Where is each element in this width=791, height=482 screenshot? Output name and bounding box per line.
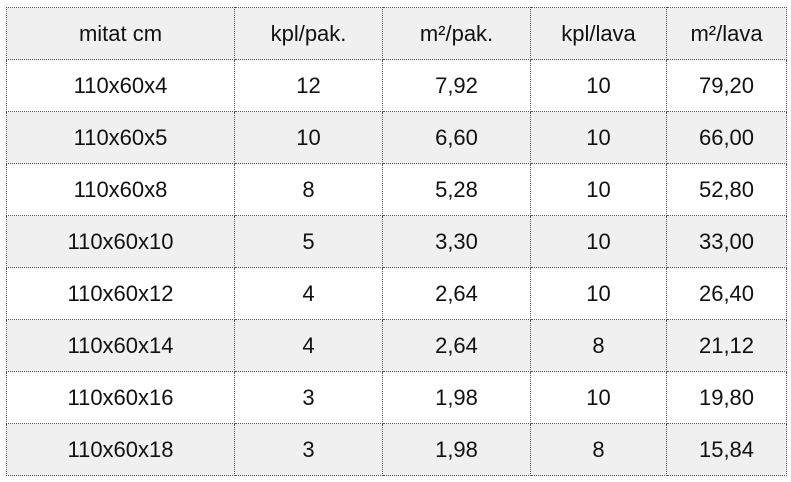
cell-dimensions: 110x60x8 [6, 163, 235, 216]
header-dimensions: mitat cm [6, 7, 235, 60]
cell-m2-per-package: 2,64 [382, 319, 531, 372]
cell-pieces-per-pallet: 10 [530, 371, 667, 424]
cell-pieces-per-package: 3 [234, 371, 383, 424]
cell-m2-per-package: 7,92 [382, 59, 531, 112]
cell-pieces-per-pallet: 10 [530, 111, 667, 164]
cell-pieces-per-pallet: 10 [530, 59, 667, 112]
cell-m2-per-package: 6,60 [382, 111, 531, 164]
cell-dimensions: 110x60x4 [6, 59, 235, 112]
product-table: mitat cm kpl/pak. m²/pak. kpl/lava m²/la… [6, 7, 787, 476]
header-m2-per-pallet: m²/lava [666, 7, 787, 60]
cell-m2-per-pallet: 79,20 [666, 59, 787, 112]
cell-pieces-per-pallet: 10 [530, 267, 667, 320]
cell-m2-per-package: 2,64 [382, 267, 531, 320]
table-row: 110x60x10 5 3,30 10 33,00 [6, 215, 787, 268]
table-row: 110x60x12 4 2,64 10 26,40 [6, 267, 787, 320]
cell-pieces-per-package: 5 [234, 215, 383, 268]
cell-pieces-per-package: 10 [234, 111, 383, 164]
cell-pieces-per-pallet: 8 [530, 423, 667, 476]
header-pieces-per-package: kpl/pak. [234, 7, 383, 60]
cell-m2-per-pallet: 21,12 [666, 319, 787, 372]
cell-m2-per-pallet: 52,80 [666, 163, 787, 216]
cell-m2-per-pallet: 26,40 [666, 267, 787, 320]
cell-m2-per-package: 1,98 [382, 423, 531, 476]
table-row: 110x60x4 12 7,92 10 79,20 [6, 59, 787, 112]
cell-pieces-per-pallet: 8 [530, 319, 667, 372]
cell-pieces-per-package: 4 [234, 319, 383, 372]
header-pieces-per-pallet: kpl/lava [530, 7, 667, 60]
cell-pieces-per-pallet: 10 [530, 215, 667, 268]
table-row: 110x60x8 8 5,28 10 52,80 [6, 163, 787, 216]
cell-pieces-per-pallet: 10 [530, 163, 667, 216]
table-header-row: mitat cm kpl/pak. m²/pak. kpl/lava m²/la… [6, 7, 787, 60]
cell-dimensions: 110x60x10 [6, 215, 235, 268]
cell-dimensions: 110x60x12 [6, 267, 235, 320]
cell-dimensions: 110x60x14 [6, 319, 235, 372]
table-row: 110x60x14 4 2,64 8 21,12 [6, 319, 787, 372]
product-table-container: mitat cm kpl/pak. m²/pak. kpl/lava m²/la… [6, 7, 787, 476]
cell-m2-per-pallet: 33,00 [666, 215, 787, 268]
cell-pieces-per-package: 8 [234, 163, 383, 216]
cell-m2-per-pallet: 19,80 [666, 371, 787, 424]
cell-m2-per-pallet: 66,00 [666, 111, 787, 164]
cell-dimensions: 110x60x16 [6, 371, 235, 424]
table-row: 110x60x5 10 6,60 10 66,00 [6, 111, 787, 164]
cell-m2-per-package: 3,30 [382, 215, 531, 268]
cell-pieces-per-package: 12 [234, 59, 383, 112]
header-m2-per-package: m²/pak. [382, 7, 531, 60]
cell-pieces-per-package: 4 [234, 267, 383, 320]
cell-m2-per-package: 1,98 [382, 371, 531, 424]
cell-pieces-per-package: 3 [234, 423, 383, 476]
cell-m2-per-package: 5,28 [382, 163, 531, 216]
cell-m2-per-pallet: 15,84 [666, 423, 787, 476]
cell-dimensions: 110x60x5 [6, 111, 235, 164]
table-row: 110x60x16 3 1,98 10 19,80 [6, 371, 787, 424]
table-row: 110x60x18 3 1,98 8 15,84 [6, 423, 787, 476]
cell-dimensions: 110x60x18 [6, 423, 235, 476]
